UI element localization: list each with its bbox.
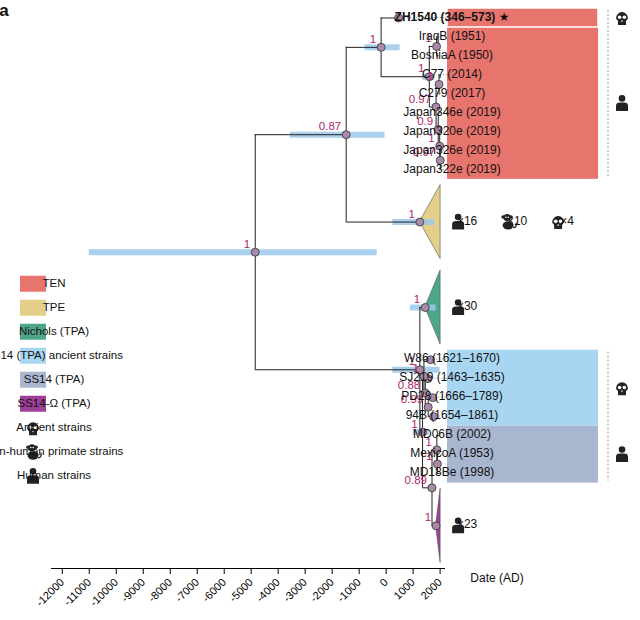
svg-text:×4: ×4 — [560, 214, 574, 228]
svg-text:×23: ×23 — [457, 517, 478, 531]
svg-text:SS14-Ω (TPA): SS14-Ω (TPA) — [18, 397, 91, 409]
svg-text:Japan346e (2019): Japan346e (2019) — [403, 105, 500, 119]
svg-text:×10: ×10 — [507, 214, 528, 228]
svg-text:IraqB (1951): IraqB (1951) — [419, 29, 486, 43]
svg-text:-5000: -5000 — [227, 576, 255, 604]
svg-text:C279 (2017): C279 (2017) — [419, 86, 486, 100]
svg-text:SJ219 (1463–1635): SJ219 (1463–1635) — [399, 370, 504, 384]
svg-text:-6000: -6000 — [200, 576, 228, 604]
svg-text:-12000: -12000 — [33, 576, 66, 609]
svg-text:Ancient strains: Ancient strains — [16, 421, 92, 433]
svg-text:Non-human primate strains: Non-human primate strains — [0, 445, 124, 457]
svg-text:SS14 (TPA): SS14 (TPA) — [24, 373, 85, 385]
svg-text:-2000: -2000 — [308, 576, 336, 604]
svg-text:-4000: -4000 — [254, 576, 282, 604]
svg-text:Japan320e (2019): Japan320e (2019) — [403, 124, 500, 138]
svg-text:1: 1 — [370, 33, 376, 45]
svg-text:ZH1540 (346–573) ★: ZH1540 (346–573) ★ — [395, 10, 510, 24]
svg-text:MexicoA (1953): MexicoA (1953) — [410, 446, 493, 460]
svg-text:1: 1 — [425, 511, 431, 523]
svg-text:Japan322e (2019): Japan322e (2019) — [403, 162, 500, 176]
svg-text:×30: ×30 — [457, 299, 478, 313]
svg-text:Human strains: Human strains — [17, 469, 91, 481]
svg-text:-11000: -11000 — [61, 576, 93, 608]
svg-text:-1000: -1000 — [335, 576, 363, 604]
svg-text:-10000: -10000 — [87, 576, 120, 609]
svg-text:-3000: -3000 — [281, 576, 309, 604]
svg-text:0: 0 — [377, 576, 390, 589]
svg-text:1000: 1000 — [391, 576, 417, 602]
svg-text:0.89: 0.89 — [404, 473, 427, 486]
svg-text:×16: ×16 — [457, 214, 478, 228]
svg-text:1: 1 — [414, 293, 420, 305]
svg-text:-9000: -9000 — [119, 576, 147, 604]
svg-text:PD28 (1666–1789): PD28 (1666–1789) — [401, 389, 502, 403]
svg-text:94B (1654–1861): 94B (1654–1861) — [406, 408, 499, 422]
svg-text:SS14 (TPA) ancient strains: SS14 (TPA) ancient strains — [0, 349, 123, 361]
svg-text:TEN: TEN — [43, 277, 66, 289]
svg-text:1: 1 — [244, 238, 250, 250]
svg-text:MD06B (2002): MD06B (2002) — [413, 427, 491, 441]
svg-text:0.87: 0.87 — [319, 120, 341, 132]
svg-text:MD18Be (1998): MD18Be (1998) — [410, 465, 495, 479]
svg-text:Date (AD): Date (AD) — [470, 571, 523, 585]
svg-text:Japan326e (2019): Japan326e (2019) — [403, 143, 500, 157]
svg-text:TPE: TPE — [43, 301, 66, 313]
svg-text:-8000: -8000 — [146, 576, 174, 604]
svg-text:W86 (1621–1670): W86 (1621–1670) — [404, 351, 500, 365]
svg-text:1: 1 — [408, 208, 414, 220]
svg-text:-7000: -7000 — [173, 576, 201, 604]
svg-text:2000: 2000 — [418, 576, 444, 602]
svg-text:BosniaA (1950): BosniaA (1950) — [411, 48, 493, 62]
svg-text:a: a — [0, 1, 9, 20]
svg-text:Nichols (TPA): Nichols (TPA) — [19, 325, 89, 337]
svg-text:C77 (2014): C77 (2014) — [422, 67, 482, 81]
